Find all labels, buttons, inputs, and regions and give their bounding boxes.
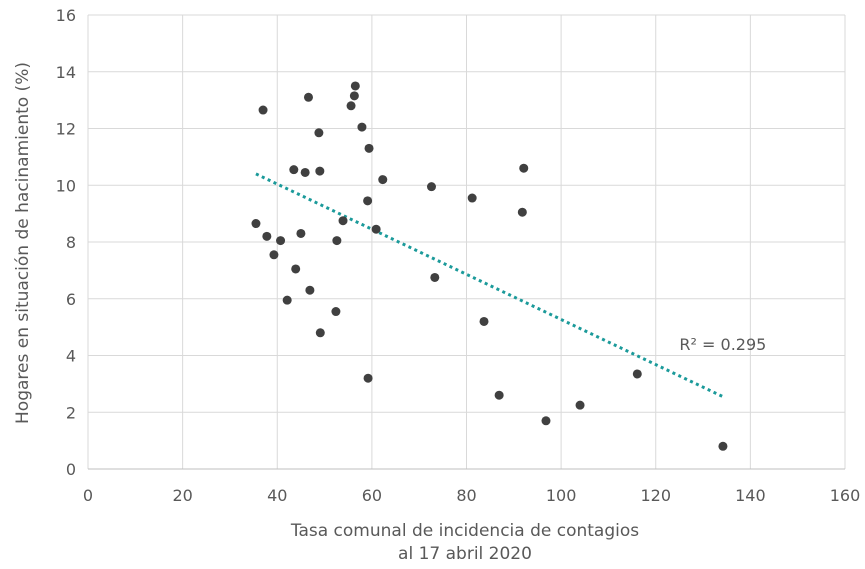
- data-point: [300, 167, 310, 177]
- data-point: [718, 441, 728, 451]
- r-squared-annotation: R² = 0.295: [679, 335, 766, 354]
- y-tick-label: 10: [56, 176, 76, 195]
- x-tick-label: 20: [172, 486, 192, 505]
- data-point: [331, 307, 341, 317]
- x-tick-label: 160: [830, 486, 861, 505]
- data-point: [276, 236, 286, 246]
- x-axis-title-line-2: al 17 abril 2020: [398, 544, 532, 564]
- x-tick-label: 40: [267, 486, 287, 505]
- data-point: [258, 105, 268, 115]
- y-tick-label: 6: [66, 290, 76, 309]
- data-point: [338, 216, 348, 226]
- data-point: [371, 224, 381, 234]
- data-point: [426, 182, 436, 192]
- y-tick-label: 12: [56, 120, 76, 139]
- data-point: [349, 91, 359, 101]
- y-tick-label: 14: [56, 63, 76, 82]
- data-point: [282, 295, 292, 305]
- data-point: [494, 390, 504, 400]
- y-tick-label: 2: [66, 403, 76, 422]
- linear-trendline: [255, 172, 724, 398]
- data-point: [291, 264, 301, 274]
- data-point: [314, 128, 324, 138]
- x-axis-ticks: 0 20 40 60 80 100 120 140 160: [83, 486, 860, 505]
- data-point: [350, 81, 360, 91]
- data-point: [289, 165, 299, 175]
- data-point: [346, 101, 356, 111]
- x-tick-label: 60: [362, 486, 382, 505]
- data-points: [251, 81, 728, 451]
- data-point: [262, 231, 272, 241]
- data-point: [517, 207, 527, 217]
- grid-lines: [87, 14, 846, 470]
- data-point: [479, 316, 489, 326]
- data-point: [378, 175, 388, 185]
- x-tick-label: 120: [640, 486, 671, 505]
- x-axis-title-line-1: Tasa comunal de incidencia de contagios: [290, 521, 639, 541]
- y-tick-label: 16: [56, 6, 76, 25]
- data-point: [575, 400, 585, 410]
- data-point: [296, 228, 306, 238]
- x-tick-label: 140: [735, 486, 766, 505]
- data-point: [315, 166, 325, 176]
- data-point: [305, 285, 315, 295]
- x-tick-label: 80: [456, 486, 476, 505]
- y-tick-label: 4: [66, 347, 76, 366]
- y-axis-title: Hogares en situación de hacinamiento (%): [13, 62, 33, 424]
- data-point: [467, 193, 477, 203]
- data-point: [541, 416, 551, 426]
- data-point: [357, 122, 367, 132]
- data-point: [332, 236, 342, 246]
- y-tick-label: 0: [66, 460, 76, 479]
- data-point: [315, 328, 325, 338]
- data-point: [269, 250, 279, 260]
- data-point: [364, 143, 374, 153]
- data-point: [632, 369, 642, 379]
- trendline-group: [255, 172, 724, 398]
- data-point: [303, 92, 313, 102]
- data-point: [363, 196, 373, 206]
- y-tick-label: 8: [66, 233, 76, 252]
- y-axis-ticks: 0 2 4 6 8 10 12 14 16: [56, 6, 76, 479]
- data-point: [363, 373, 373, 383]
- data-point: [519, 163, 529, 173]
- data-point: [251, 219, 261, 229]
- data-point: [430, 272, 440, 282]
- x-tick-label: 100: [546, 486, 577, 505]
- x-tick-label: 0: [83, 486, 93, 505]
